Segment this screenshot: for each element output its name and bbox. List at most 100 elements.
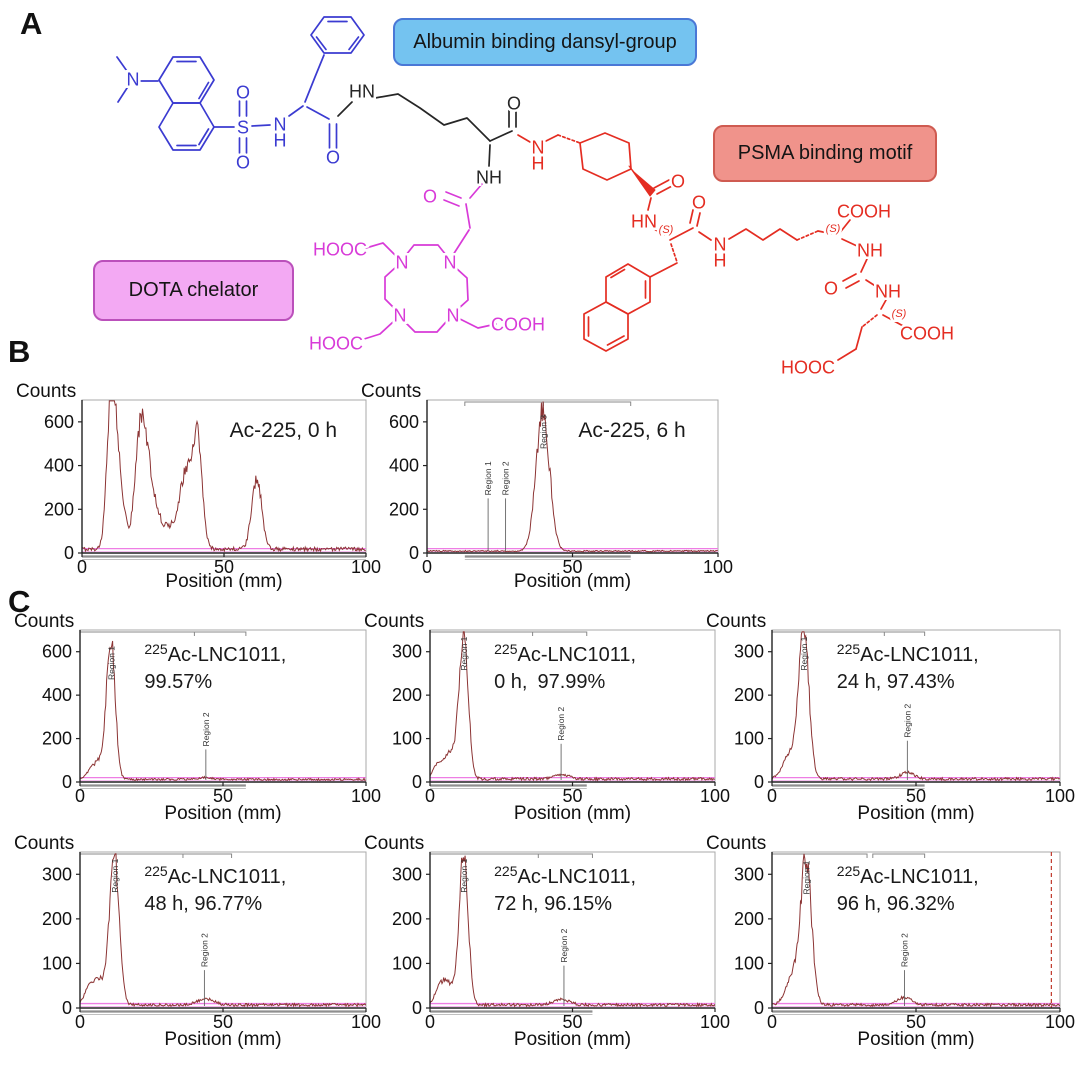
atom-label: O bbox=[326, 147, 340, 167]
chromatogram-ac225-0h: 0 200 400 600 0 50 100 Counts Position (mm) Ac-22… bbox=[0, 381, 381, 592]
chromatogram-trace bbox=[429, 631, 715, 782]
atom-label: HOOC bbox=[781, 357, 835, 377]
annotation-line1: 225Ac-LNC1011, bbox=[837, 641, 979, 666]
region-marker-label: Region 1 bbox=[459, 858, 469, 892]
y-tick-label: 300 bbox=[392, 864, 422, 884]
y-tick-label: 200 bbox=[734, 909, 764, 929]
chart-svg: Region 1 Region 2 0 200 400 600 0 50 100 Counts Po… bbox=[14, 611, 381, 824]
annotation-line1: 225Ac-LNC1011, bbox=[144, 863, 286, 888]
atom-label: (S) bbox=[892, 308, 907, 320]
annotation-line2: 0 h, 97.99% bbox=[494, 671, 605, 693]
region-bracket bbox=[872, 853, 926, 858]
x-tick-label: 50 bbox=[562, 557, 582, 577]
x-tick-label: 0 bbox=[75, 786, 85, 806]
x-tick-label: 100 bbox=[703, 557, 733, 577]
atom-label: O bbox=[423, 186, 437, 206]
y-tick-label: 0 bbox=[754, 772, 764, 792]
x-tick-label: 50 bbox=[906, 786, 926, 806]
chart-svg: Region 1 Region 2 0 100 200 300 0 50 100 Counts Po… bbox=[706, 611, 1075, 824]
y-tick-label: 200 bbox=[389, 499, 419, 519]
atom-label: NH bbox=[875, 281, 901, 301]
chart-svg: Region 1 Region 2 0 100 200 300 0 50 100 Counts Po… bbox=[706, 833, 1075, 1050]
annotation-line1: 225Ac-LNC1011, bbox=[494, 863, 636, 888]
x-tick-label: 0 bbox=[422, 557, 432, 577]
atom-label: N bbox=[274, 114, 287, 134]
y-tick-label: 100 bbox=[42, 953, 72, 973]
x-tick-label: 100 bbox=[700, 1012, 730, 1032]
y-axis-title: Counts bbox=[706, 611, 766, 632]
y-tick-label: 100 bbox=[734, 729, 764, 749]
chromatogram-lnc1011-qc: Region 1 Region 2 0 200 400 600 0 50 100 Counts Po… bbox=[0, 611, 381, 827]
region-marker-label: Region 3 bbox=[538, 415, 548, 449]
lysine-linker-bonds bbox=[337, 93, 517, 167]
y-tick-label: 0 bbox=[62, 772, 72, 792]
y-tick-label: 0 bbox=[64, 543, 74, 563]
atom-label: HOOC bbox=[309, 333, 363, 353]
y-tick-label: 200 bbox=[392, 685, 422, 705]
atom-label: N bbox=[714, 234, 727, 254]
dota-chelator-label: DOTA chelator bbox=[128, 279, 259, 301]
y-tick-label: 0 bbox=[409, 543, 419, 563]
x-axis-title: Position (mm) bbox=[164, 1029, 281, 1050]
atom-label: HOOC bbox=[313, 239, 367, 259]
x-tick-label: 50 bbox=[562, 1012, 582, 1032]
region-marker-label: Region 2 bbox=[199, 933, 209, 967]
chromatogram-lnc1011-0h: Region 1 Region 2 0 100 200 300 0 50 100 Counts Po… bbox=[350, 611, 730, 827]
atom-label: HN bbox=[349, 81, 375, 101]
y-axis-title: Counts bbox=[364, 611, 424, 632]
x-tick-label: 50 bbox=[213, 786, 233, 806]
psma-binding-label: PSMA binding motif bbox=[737, 142, 913, 164]
y-tick-label: 400 bbox=[44, 456, 74, 476]
x-axis-title: Position (mm) bbox=[514, 1029, 631, 1050]
x-tick-label: 50 bbox=[214, 557, 234, 577]
region-marker-label: Region 1 bbox=[483, 461, 493, 495]
y-tick-label: 600 bbox=[42, 642, 72, 662]
x-tick-label: 100 bbox=[351, 1012, 381, 1032]
atom-label: N bbox=[447, 305, 460, 325]
y-tick-label: 200 bbox=[392, 909, 422, 929]
chromatogram-lnc1011-48h: Region 1 Region 2 0 100 200 300 0 50 100 Counts Po… bbox=[0, 833, 381, 1074]
x-axis-title: Position (mm) bbox=[857, 803, 974, 824]
annotation-line1: 225Ac-LNC1011, bbox=[144, 641, 286, 666]
region-bracket bbox=[79, 853, 233, 858]
x-tick-label: 100 bbox=[1045, 1012, 1075, 1032]
y-tick-label: 600 bbox=[44, 412, 74, 432]
x-tick-label: 100 bbox=[351, 786, 381, 806]
chromatogram-trace bbox=[429, 855, 716, 1008]
y-tick-label: 100 bbox=[392, 953, 422, 973]
x-tick-label: 0 bbox=[425, 1012, 435, 1032]
y-tick-label: 300 bbox=[734, 642, 764, 662]
atom-label: COOH bbox=[900, 323, 954, 343]
x-axis-title: Position (mm) bbox=[514, 803, 631, 824]
x-tick-label: 0 bbox=[425, 786, 435, 806]
x-axis-title: Position (mm) bbox=[857, 1029, 974, 1050]
region-marker-label: Region 1 bbox=[801, 860, 811, 894]
atom-label: O bbox=[236, 152, 250, 172]
atom-label: O bbox=[692, 192, 706, 212]
region-bracket bbox=[771, 853, 868, 858]
x-axis-title: Position (mm) bbox=[164, 803, 281, 824]
psma-motif-bonds bbox=[517, 132, 906, 361]
y-tick-label: 0 bbox=[412, 772, 422, 792]
chromatogram-lnc1011-24h: Region 1 Region 2 0 100 200 300 0 50 100 Counts Po… bbox=[700, 611, 1080, 827]
annotation-line2: 96 h, 96.32% bbox=[837, 893, 955, 915]
y-tick-label: 200 bbox=[42, 909, 72, 929]
y-tick-label: 100 bbox=[392, 729, 422, 749]
y-tick-label: 200 bbox=[44, 499, 74, 519]
region-bracket bbox=[429, 631, 588, 636]
atom-label: S bbox=[237, 117, 249, 137]
albumin-binding-label-box: Albumin binding dansyl-group bbox=[393, 18, 697, 66]
atom-label: N bbox=[127, 69, 140, 89]
region-marker-label: Region 1 bbox=[106, 646, 116, 680]
y-tick-label: 600 bbox=[389, 412, 419, 432]
atom-label: N bbox=[394, 305, 407, 325]
atom-label: H bbox=[532, 153, 545, 173]
panel-label-c: C bbox=[8, 584, 31, 619]
atom-label: H bbox=[714, 250, 727, 270]
psma-binding-label-box: PSMA binding motif bbox=[713, 125, 937, 182]
annotation-line2: 24 h, 97.43% bbox=[837, 671, 955, 693]
atom-label: NH bbox=[476, 167, 502, 187]
atom-label: O bbox=[671, 171, 685, 191]
